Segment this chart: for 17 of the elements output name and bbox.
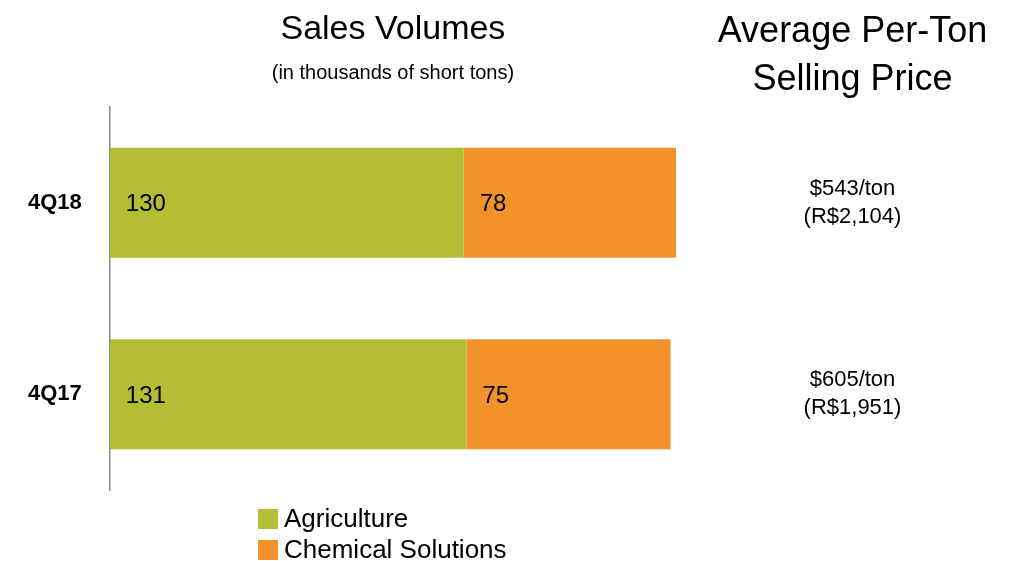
legend-label: Chemical Solutions [284,534,507,561]
y-tick-label: 4Q18 [27,188,82,214]
text: $605/ton (R$1,951) [803,366,902,420]
data-label: 130 [125,189,166,217]
bar [109,147,464,258]
data-label: 78 [479,189,507,217]
y-tick-label: 4Q17 [27,380,82,406]
legend-label: Agriculture [284,503,409,534]
text: Average Per-Ton Selling Price [717,8,988,98]
chart-subtitle: (in thousands of short tons) [271,60,515,83]
bar [463,147,676,258]
bar [109,339,467,450]
data-label: 131 [125,380,166,408]
chart-title: Sales Volumes [280,8,506,47]
bar [466,339,671,450]
data-label: 75 [482,380,510,408]
text: $543/ton (R$2,104) [803,174,902,228]
